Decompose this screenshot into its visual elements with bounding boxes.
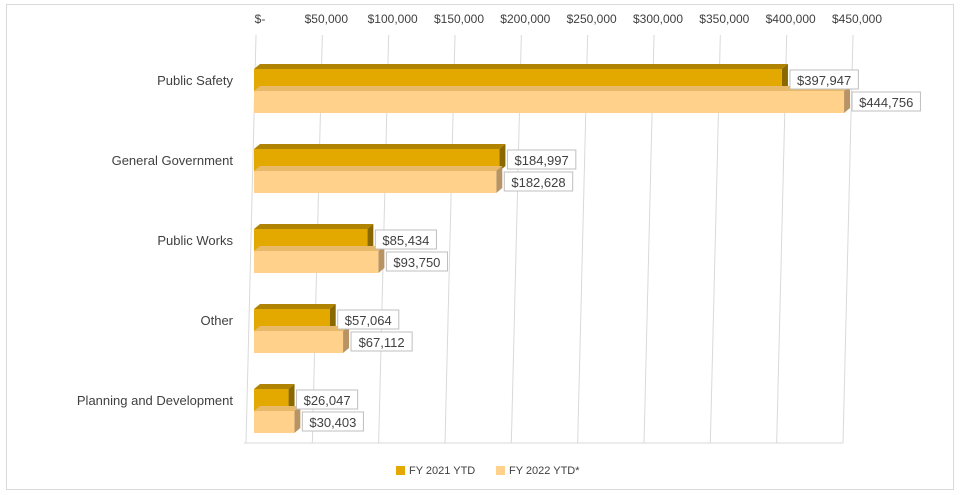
- data-labels: $397,947 $444,756 $184,997 $182,628 $85,434 $…: [296, 69, 921, 432]
- legend-label: FY 2021 YTD: [409, 465, 475, 477]
- data-label-text: $184,997: [515, 153, 569, 168]
- data-label-text: $30,403: [309, 415, 356, 430]
- bar: [254, 246, 385, 273]
- legend-swatch: [496, 466, 505, 475]
- data-label: $67,112: [350, 331, 413, 352]
- legend: FY 2021 YTD FY 2022 YTD*: [396, 465, 580, 477]
- x-tick-label: $-: [255, 12, 266, 26]
- category-label: General Government: [112, 153, 234, 168]
- bar: [254, 86, 851, 113]
- data-label-text: $93,750: [393, 255, 440, 270]
- category-label: Planning and Development: [77, 393, 233, 408]
- data-label: $26,047: [296, 389, 359, 410]
- data-label: $182,628: [503, 171, 574, 192]
- x-tick-label: $50,000: [305, 12, 349, 26]
- bar: [254, 304, 336, 331]
- data-label-text: $182,628: [511, 175, 565, 190]
- bar: [254, 406, 301, 433]
- data-label-text: $57,064: [345, 313, 392, 328]
- data-label: $444,756: [851, 91, 921, 112]
- bar: [254, 64, 788, 91]
- data-label: $184,997: [506, 149, 577, 170]
- category-label: Other: [200, 313, 233, 328]
- data-label: $57,064: [337, 309, 400, 330]
- x-tick-label: $200,000: [500, 12, 550, 26]
- x-tick-label: $350,000: [699, 12, 749, 26]
- data-label: $85,434: [374, 229, 437, 250]
- data-label-text: $444,756: [859, 95, 913, 110]
- category-label: Public Works: [157, 233, 233, 248]
- x-tick-label: $400,000: [766, 12, 816, 26]
- legend-label: FY 2022 YTD*: [509, 465, 580, 477]
- bar: [254, 384, 295, 411]
- category-label: Public Safety: [157, 73, 233, 88]
- x-tick-label: $150,000: [434, 12, 484, 26]
- bar: [254, 166, 503, 193]
- legend-swatch: [396, 466, 405, 475]
- x-tick-label: $100,000: [368, 12, 418, 26]
- data-label-text: $67,112: [359, 335, 405, 350]
- x-tick-label: $300,000: [633, 12, 683, 26]
- data-label-text: $85,434: [382, 233, 429, 248]
- bars: [254, 64, 851, 433]
- x-axis-tick-labels: $- $50,000 $100,000 $150,000 $200,000 $250,00…: [255, 12, 883, 26]
- data-label: $30,403: [301, 411, 364, 432]
- data-label-text: $397,947: [797, 73, 851, 88]
- bar: [254, 326, 350, 353]
- x-tick-label: $450,000: [832, 12, 882, 26]
- data-label: $93,750: [385, 251, 448, 272]
- category-labels: Public Safety General Government Public Wo…: [77, 73, 234, 408]
- bar: [254, 144, 506, 171]
- data-label-text: $26,047: [304, 393, 351, 408]
- x-tick-label: $250,000: [567, 12, 617, 26]
- bar: [254, 224, 374, 251]
- gridline: [842, 34, 854, 444]
- data-label: $397,947: [789, 69, 859, 90]
